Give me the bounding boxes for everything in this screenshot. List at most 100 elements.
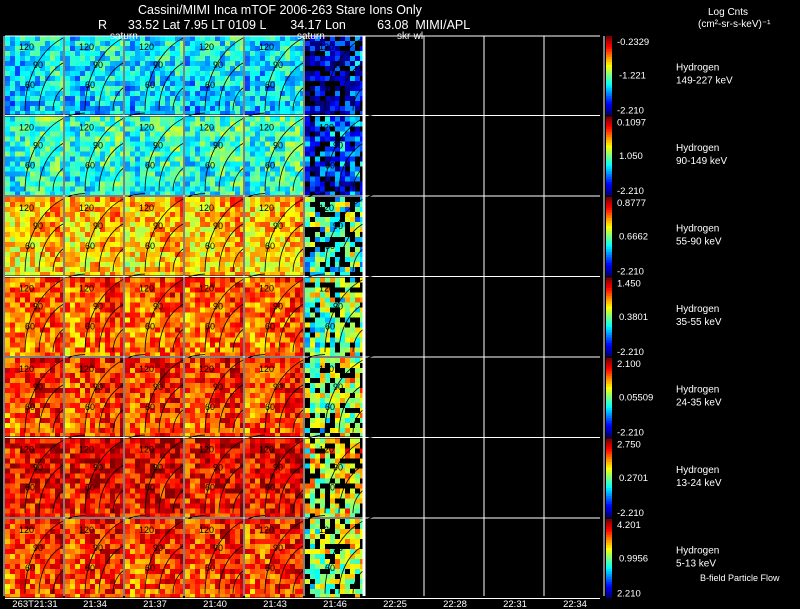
contour-line-r3-c0-2: [24, 273, 86, 353]
heatmap-panel-r2-c5: [305, 197, 363, 276]
species-label-3: Hydrogen: [676, 304, 719, 315]
contour-line-r1-c3-2: [204, 112, 266, 192]
contour-line-r6-c1-2: [84, 515, 146, 594]
contour-line-r6-c3-2: [204, 515, 266, 594]
contour-label-r3-c0-c: 60: [25, 322, 35, 332]
contour-label-r4-c5-b: 90: [333, 382, 343, 392]
contour-label-r5-c2-b: 90: [153, 463, 163, 473]
contour-line-r1-c1-2: [84, 112, 146, 192]
contour-label-r3-c1-a: 120: [79, 284, 94, 294]
heatmap-panel-r5-c0: [5, 438, 63, 517]
skr-label: skr-wl: [397, 31, 424, 42]
plot-title: Cassini/MIMI Inca mTOF 2006-263 Stare Io…: [138, 3, 422, 17]
contour-label-r6-c3-b: 90: [213, 543, 223, 553]
colorbar-mid-1: 1.050: [619, 151, 643, 162]
contour-label-r5-c3-a: 120: [199, 445, 214, 455]
energy-label-0: 149-227 keV: [676, 75, 733, 86]
contour-label-r2-c0-a: 120: [19, 203, 34, 213]
colorbar-0: [606, 36, 612, 115]
contour-label-r0-c0-a: 120: [19, 42, 34, 52]
contour-label-r5-c1-a: 120: [79, 445, 94, 455]
contour-line-r0-c4-0: [292, 84, 314, 111]
contour-label-r0-c2-b: 90: [153, 60, 163, 70]
colorbar-mid-3: 0.3801: [619, 312, 648, 323]
contour-line-r6-c5-0: [352, 567, 374, 594]
colorbar-5: [606, 438, 612, 518]
contour-line-r2-c5-0: [352, 245, 374, 272]
contour-line-r1-c2-2: [144, 112, 206, 192]
time-label-0: 263T21:31: [12, 599, 57, 609]
contour-line-r1-c5-2: [324, 112, 386, 192]
contour-label-r6-c4-a: 120: [259, 525, 274, 535]
contour-label-r6-c5-a: 120: [319, 525, 334, 535]
contour-label-r1-c1-a: 120: [79, 123, 94, 133]
contour-line-r4-c2-2: [144, 354, 206, 433]
contour-label-r2-c4-c: 60: [265, 241, 275, 251]
heatmap-panel-r4-c4: [245, 358, 303, 437]
contour-label-r1-c0-c: 60: [25, 161, 35, 171]
heatmap-panel-r0-c0: [5, 36, 63, 115]
contour-label-r4-c2-c: 60: [145, 402, 155, 412]
contour-label-r6-c1-c: 60: [85, 563, 95, 573]
energy-label-4: 24-35 keV: [676, 397, 722, 408]
time-label-3: 21:40: [203, 599, 227, 609]
contour-line-r4-c3-2: [204, 354, 266, 433]
time-label-4: 21:43: [263, 599, 287, 609]
heatmap-panel-r3-c3: [185, 277, 243, 356]
time-label-8: 22:31: [503, 599, 527, 609]
contour-line-r5-c3-2: [204, 434, 266, 514]
contour-label-r5-c0-a: 120: [19, 445, 34, 455]
contour-label-r0-c3-b: 90: [213, 60, 223, 70]
colorbar-max-0: -0.2329: [617, 37, 649, 48]
contour-line-r5-c2-2: [144, 434, 206, 514]
colorbar-min-2: -2.210: [617, 267, 644, 278]
colorbar-6: [606, 519, 612, 598]
contour-label-r3-c2-b: 90: [153, 302, 163, 312]
contour-line-r0-c1-2: [84, 32, 146, 111]
contour-line-r0-c5-1: [338, 58, 380, 111]
contour-line-r5-c0-2: [24, 434, 86, 514]
contour-label-r2-c5-c: 60: [325, 241, 335, 251]
heatmap-panel-r0-c1: [65, 36, 123, 115]
contour-label-r4-c1-c: 60: [85, 402, 95, 412]
heatmap-panel-r6-c3: [185, 519, 243, 598]
contour-line-r5-c5-0: [352, 486, 374, 514]
contour-label-r0-c1-a: 120: [79, 42, 94, 52]
contour-line-r3-c3-2: [204, 273, 266, 353]
contour-label-r2-c5-a: 120: [319, 203, 334, 213]
colorbar-min-5: -2.210: [617, 508, 644, 519]
colorbar-min-6: 2.210: [617, 589, 641, 600]
contour-label-r6-c0-c: 60: [25, 563, 35, 573]
contour-line-r4-c1-2: [84, 354, 146, 433]
contour-line-r6-c5-1: [338, 541, 380, 594]
contour-label-r5-c1-b: 90: [93, 463, 103, 473]
contour-label-r6-c1-b: 90: [93, 543, 103, 553]
contour-label-r2-c3-c: 60: [205, 241, 215, 251]
colorbar-min-0: -2.210: [617, 106, 644, 117]
heatmap-panel-r3-c5: [305, 277, 363, 356]
contour-label-r3-c4-b: 90: [273, 302, 283, 312]
contour-line-r2-c3-2: [204, 193, 266, 272]
colorbar-max-5: 2.750: [617, 440, 641, 451]
contour-line-r2-c5-1: [338, 219, 380, 272]
contour-line-r0-c4-2: [264, 32, 326, 111]
contour-label-r3-c2-c: 60: [145, 322, 155, 332]
time-label-2: 21:37: [143, 599, 167, 609]
contour-label-r5-c5-c: 60: [325, 483, 335, 493]
heatmap-panel-r4-c1: [65, 358, 123, 437]
contour-label-r4-c4-c: 60: [265, 402, 275, 412]
heatmap-panel-r1-c2: [125, 116, 183, 195]
contour-label-r1-c2-a: 120: [139, 123, 154, 133]
contour-label-r6-c2-c: 60: [145, 563, 155, 573]
colorbar-max-1: 0.1097: [617, 118, 646, 129]
contour-label-r2-c5-b: 90: [333, 221, 343, 231]
colorbar-max-2: 0.8777: [617, 198, 646, 209]
heatmap-panel-r6-c5: [305, 519, 363, 598]
time-label-7: 22:28: [443, 599, 467, 609]
contour-label-r4-c3-c: 60: [205, 402, 215, 412]
contour-line-r4-c5-0: [352, 406, 374, 433]
contour-label-r0-c4-c: 60: [265, 80, 275, 90]
units-label: Log Cnts: [708, 7, 749, 18]
contour-label-r2-c4-a: 120: [259, 203, 274, 213]
